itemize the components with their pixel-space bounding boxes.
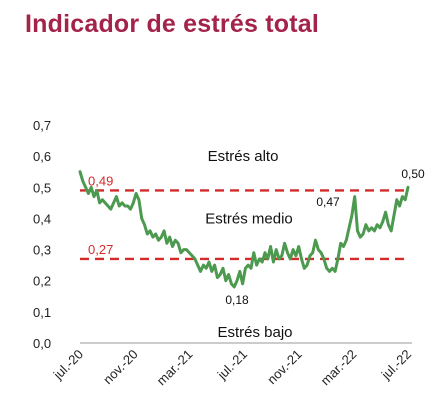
zone-labels: Estrés alto Estrés medio Estrés bajo — [205, 148, 293, 341]
y-tick-label: 0,7 — [33, 118, 51, 133]
series-line-group — [78, 170, 410, 289]
y-tick-label: 0,2 — [33, 274, 51, 289]
y-tick-label: 0,1 — [33, 305, 51, 320]
x-tick-label: mar.-21 — [154, 347, 196, 389]
zone-label: Estrés medio — [205, 210, 293, 227]
x-tick-label: jul.-20 — [50, 347, 86, 383]
y-tick-label: 0,0 — [33, 336, 51, 351]
x-tick-label: nov.-21 — [264, 347, 305, 388]
series-line — [78, 170, 410, 289]
y-tick-label: 0,5 — [33, 180, 51, 195]
threshold-label: 0,27 — [88, 242, 113, 257]
threshold-label: 0,49 — [88, 173, 113, 188]
x-tick-label: jul.-21 — [214, 347, 250, 383]
y-tick-label: 0,4 — [33, 211, 51, 226]
x-axis-ticks: jul.-20 nov.-20 mar.-21 jul.-21 nov.-21 mar.-… — [50, 347, 414, 389]
x-tick-label: jul.-22 — [378, 347, 414, 383]
y-tick-label: 0,6 — [33, 149, 51, 164]
chart-title: Indicador de estrés total — [25, 10, 319, 38]
y-axis-ticks: 0,0 0,1 0,2 0,3 0,4 0,5 0,6 0,7 — [33, 118, 51, 351]
data-annotations: 0,18 0,47 0,50 — [225, 167, 425, 307]
y-tick-label: 0,3 — [33, 243, 51, 258]
threshold-lines: 0,49 0,27 — [80, 173, 408, 261]
x-tick-label: nov.-20 — [100, 347, 141, 388]
x-tick-label: mar.-22 — [318, 347, 360, 389]
data-label: 0,50 — [401, 167, 425, 181]
zone-label: Estrés bajo — [217, 324, 292, 341]
zone-label: Estrés alto — [208, 148, 279, 165]
data-label: 0,47 — [316, 195, 340, 209]
data-label: 0,18 — [225, 293, 249, 307]
